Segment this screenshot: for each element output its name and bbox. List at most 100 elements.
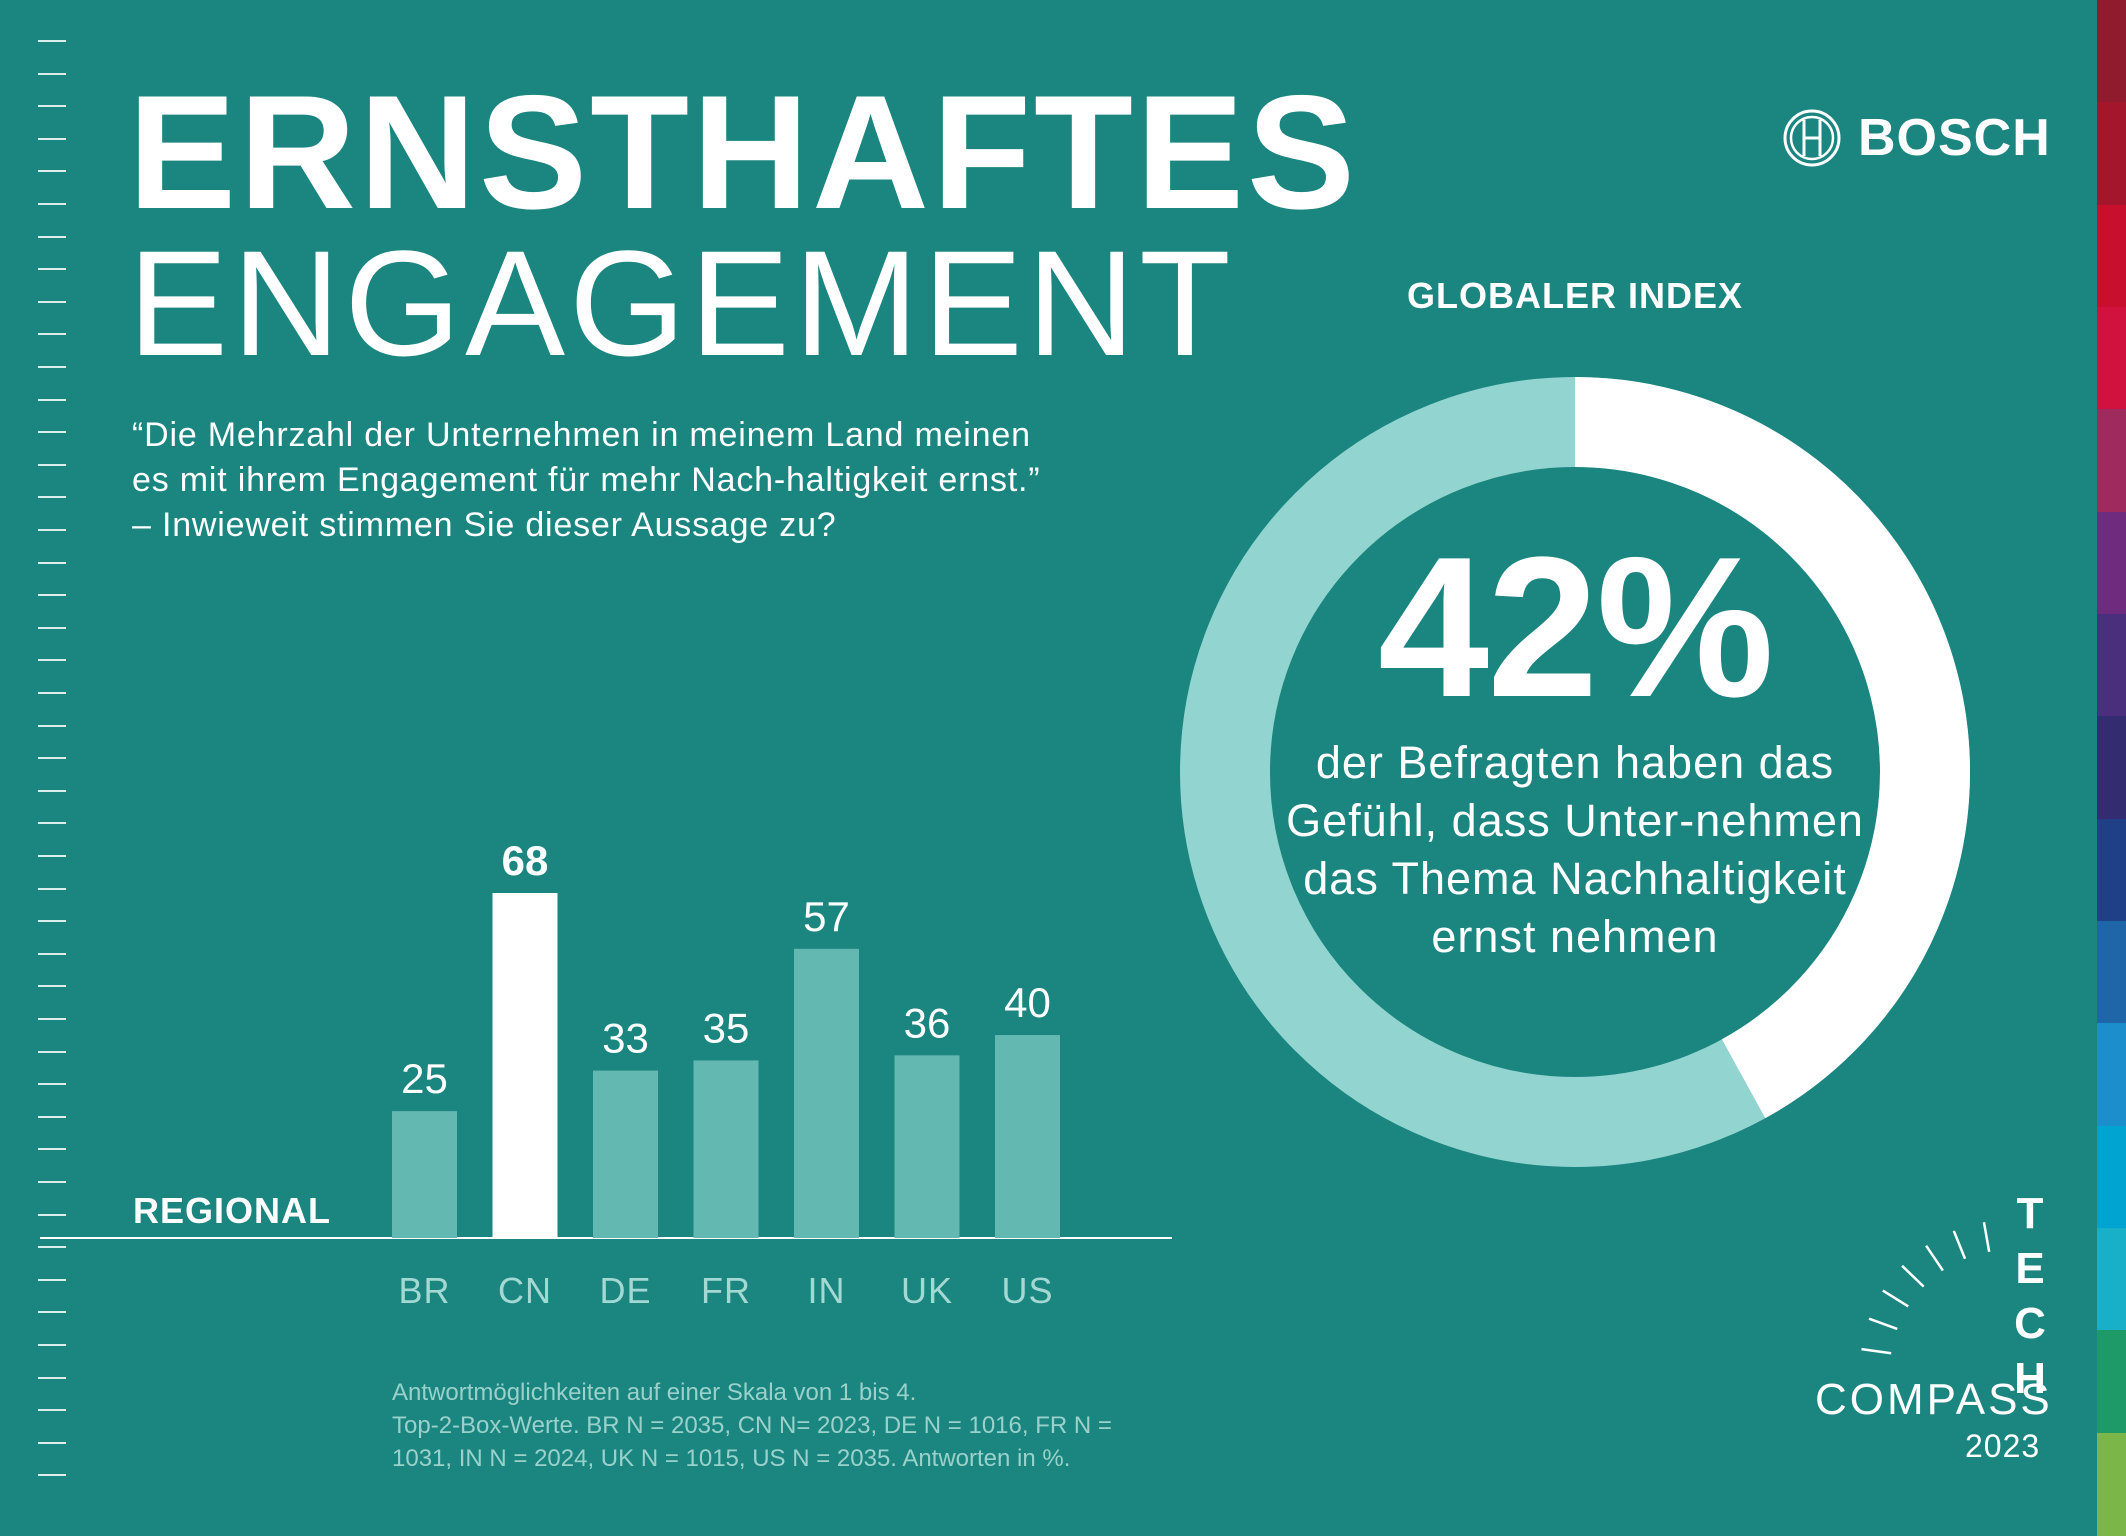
ruler-tick	[38, 203, 66, 205]
compass-tick	[1982, 1222, 1991, 1253]
title-line1: ERNSTHAFTES	[128, 62, 1359, 243]
ruler-tick	[38, 1214, 66, 1216]
rainbow-band	[2097, 1330, 2126, 1434]
ruler-tick	[38, 1442, 66, 1444]
ruler-tick	[38, 985, 66, 987]
ruler-tick	[38, 692, 66, 694]
ruler-tick	[38, 1344, 66, 1346]
ruler-tick	[38, 1051, 66, 1053]
global-index-label: GLOBALER INDEX	[1406, 275, 1743, 316]
ruler-tick	[38, 562, 66, 564]
compass-tick	[1861, 1347, 1892, 1355]
compass-tick	[1882, 1289, 1909, 1308]
ruler-tick	[38, 73, 66, 75]
rainbow-band	[2097, 511, 2126, 615]
bar-value-label: 33	[602, 1015, 649, 1062]
tech-letter-e: E	[2015, 1244, 2045, 1293]
compass-tick	[1901, 1264, 1925, 1288]
rainbow-band	[2097, 1023, 2126, 1127]
ruler-tick	[38, 1279, 66, 1281]
bar-fr	[693, 1060, 759, 1238]
category-label: IN	[808, 1270, 846, 1311]
bar-cn	[492, 893, 558, 1238]
ruler-tick	[38, 529, 66, 531]
bar-uk	[894, 1055, 960, 1238]
tech-letter-c: C	[2014, 1299, 2046, 1348]
ruler-tick	[38, 1148, 66, 1150]
bar-value-label: 35	[703, 1004, 750, 1051]
compass-ticks-icon	[1861, 1222, 1991, 1355]
category-label: DE	[599, 1270, 651, 1311]
bosch-armature-icon	[1783, 109, 1841, 167]
footnote-line1: Antwortmöglichkeiten auf einer Skala von…	[392, 1379, 917, 1406]
global-index-donut	[1180, 377, 1970, 1167]
ruler-tick	[38, 1474, 66, 1476]
ruler-tick	[38, 920, 66, 922]
brand-name: BOSCH	[1858, 109, 2051, 167]
ruler-tick	[38, 627, 66, 629]
ruler-tick	[38, 1311, 66, 1313]
tech-letter-t: T	[2016, 1189, 2044, 1238]
rainbow-band	[2097, 1125, 2126, 1229]
bar-us	[995, 1035, 1060, 1238]
ruler-tick	[38, 1377, 66, 1379]
compass-year: 2023	[1965, 1428, 2041, 1464]
ruler-tick	[38, 431, 66, 433]
ruler-tick	[38, 236, 66, 238]
title-line2: ENGAGEMENT	[128, 219, 1235, 387]
donut-slice-value	[1574, 377, 1970, 1119]
footnote-line2: Top-2-Box-Werte. BR N = 2035, CN N= 2023…	[392, 1412, 1112, 1439]
compass-tick	[1868, 1317, 1898, 1331]
ruler-tick	[38, 1018, 66, 1020]
rainbow-band	[2097, 307, 2126, 411]
ruler-tick	[38, 725, 66, 727]
ruler-tick	[38, 301, 66, 303]
ruler-tick	[38, 464, 66, 466]
bar-value-label: 36	[904, 999, 951, 1046]
category-label: FR	[701, 1270, 751, 1311]
ruler-tick	[38, 105, 66, 107]
ruler-tick	[38, 888, 66, 890]
regional-label: REGIONAL	[133, 1190, 332, 1231]
ruler-tick	[38, 1409, 66, 1411]
global-index-description: der Befragten haben das Gefühl, dass Unt…	[1286, 737, 1864, 962]
global-index-value: 42%	[1377, 516, 1774, 739]
bosch-logo: BOSCH	[1782, 108, 2051, 168]
ruler-tick	[38, 855, 66, 857]
bar-de	[593, 1070, 658, 1238]
ruler-tick	[38, 1116, 66, 1118]
bar-value-label: 68	[502, 837, 549, 884]
rainbow-band	[2097, 614, 2126, 718]
category-label: UK	[901, 1270, 953, 1311]
ruler-tick	[38, 399, 66, 401]
ruler-tick	[38, 333, 66, 335]
compass-tick	[1925, 1244, 1944, 1272]
ruler-tick	[38, 366, 66, 368]
ruler-ticks	[38, 0, 68, 1535]
footnote: Antwortmöglichkeiten auf einer Skala von…	[392, 1376, 1152, 1475]
rainbow-band	[2097, 1432, 2126, 1536]
ruler-tick	[38, 594, 66, 596]
category-label: BR	[398, 1270, 450, 1311]
ruler-tick	[38, 822, 66, 824]
rainbow-band	[2097, 204, 2126, 308]
compass-tick	[1952, 1230, 1967, 1260]
ruler-tick	[38, 40, 66, 42]
ruler-tick	[38, 790, 66, 792]
footnote-line3: 1031, IN N = 2024, UK N = 1015, US N = 2…	[392, 1445, 1071, 1472]
rainbow-band	[2097, 409, 2126, 513]
category-label: CN	[498, 1270, 552, 1311]
bar-br	[392, 1111, 457, 1238]
rainbow-band	[2097, 818, 2126, 922]
ruler-tick	[38, 170, 66, 172]
bar-value-label: 57	[803, 893, 850, 940]
ruler-tick	[38, 138, 66, 140]
category-label: US	[1001, 1270, 1053, 1311]
ruler-tick	[38, 496, 66, 498]
rainbow-band	[2097, 716, 2126, 820]
bar-in	[794, 948, 859, 1238]
rainbow-band	[2097, 1228, 2126, 1332]
ruler-tick	[38, 268, 66, 270]
ruler-tick	[38, 659, 66, 661]
compass-word: COMPASS	[1815, 1375, 2053, 1424]
